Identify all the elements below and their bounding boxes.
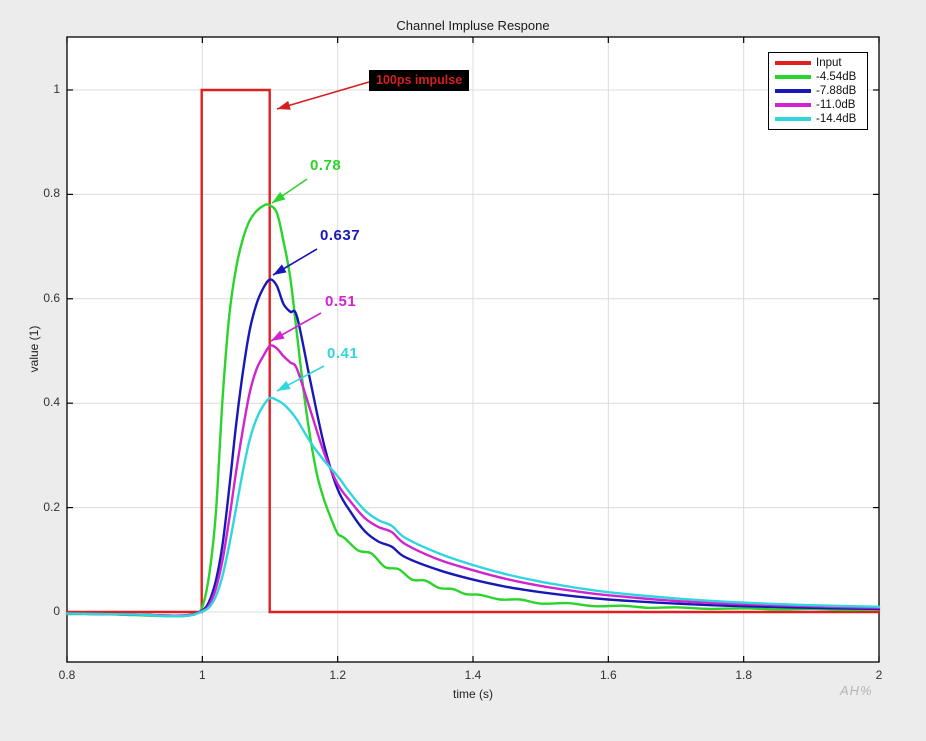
series-line-4.54dB bbox=[65, 203, 881, 618]
y-tick-label: 0.4 bbox=[43, 395, 60, 410]
impulse-annotation-text: 100ps impulse bbox=[369, 70, 470, 91]
legend-line-swatch bbox=[775, 61, 811, 65]
legend-label: -7.88dB bbox=[816, 85, 857, 97]
legend-item: -14.4dB bbox=[775, 112, 861, 126]
y-tick-label: 0 bbox=[53, 603, 60, 618]
x-tick-label: 1.2 bbox=[329, 668, 346, 682]
legend-label: -4.54dB bbox=[816, 71, 857, 83]
x-tick-label: 1.4 bbox=[464, 668, 482, 682]
legend-line-swatch bbox=[775, 75, 811, 79]
y-axis-label: value (1) bbox=[27, 325, 41, 373]
legend-label: -14.4dB bbox=[816, 113, 857, 125]
impulse-arrow bbox=[276, 81, 370, 110]
legend-line-swatch bbox=[775, 117, 811, 121]
series-line-14.4dB bbox=[65, 396, 881, 618]
x-tick-label: 1 bbox=[198, 668, 206, 682]
peak-cyan-arrowhead bbox=[277, 380, 291, 391]
y-tick-label: 0.6 bbox=[43, 290, 60, 305]
x-tick-label: 2 bbox=[875, 668, 883, 682]
chart-title: Channel Impluse Respone bbox=[396, 18, 550, 33]
x-tick-label: 0.8 bbox=[58, 668, 76, 682]
watermark: AH% bbox=[840, 683, 873, 698]
y-tick-label: 0.8 bbox=[43, 186, 60, 201]
x-tick-label: 1.8 bbox=[735, 668, 752, 682]
legend-box: Input -4.54dB -7.88dB -11.0dB -14.4dB bbox=[768, 52, 868, 130]
legend-item: -4.54dB bbox=[775, 70, 861, 84]
legend-item: Input bbox=[775, 56, 861, 70]
x-tick-label: 1.6 bbox=[599, 668, 617, 682]
legend-line-swatch bbox=[775, 89, 811, 93]
peak-blue-arrowhead bbox=[273, 264, 287, 275]
peak-magenta-arrowhead bbox=[271, 330, 285, 341]
peak-magenta-annotation-text: 0.51 bbox=[325, 293, 357, 310]
series-line-11.0dB bbox=[65, 344, 881, 617]
legend-line-swatch bbox=[775, 103, 811, 107]
peak-green-annotation-text: 0.78 bbox=[310, 157, 342, 174]
legend-item: -11.0dB bbox=[775, 98, 861, 112]
y-tick-label: 0.2 bbox=[43, 499, 60, 514]
legend-label: -11.0dB bbox=[816, 99, 856, 111]
peak-blue-annotation-text: 0.637 bbox=[320, 227, 361, 244]
impulse-arrowhead bbox=[277, 100, 291, 110]
series-line-Input bbox=[65, 88, 881, 614]
peak-green-arrowhead bbox=[272, 191, 286, 203]
y-tick-label: 1 bbox=[53, 81, 60, 96]
peak-cyan-annotation-text: 0.41 bbox=[327, 345, 359, 362]
legend-item: -7.88dB bbox=[775, 84, 861, 98]
x-axis-label: time (s) bbox=[453, 687, 493, 701]
legend-label: Input bbox=[816, 57, 842, 69]
